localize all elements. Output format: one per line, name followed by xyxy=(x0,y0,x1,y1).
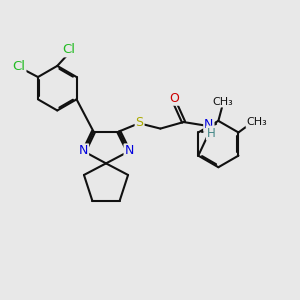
Text: CH₃: CH₃ xyxy=(247,117,267,127)
Text: S: S xyxy=(136,116,144,129)
Text: H: H xyxy=(207,127,216,140)
Text: CH₃: CH₃ xyxy=(212,97,233,106)
Text: N: N xyxy=(204,118,214,131)
Text: Cl: Cl xyxy=(12,60,26,74)
Text: O: O xyxy=(169,92,179,105)
Text: N: N xyxy=(124,144,134,158)
Text: Cl: Cl xyxy=(62,43,75,56)
Text: N: N xyxy=(79,144,88,158)
